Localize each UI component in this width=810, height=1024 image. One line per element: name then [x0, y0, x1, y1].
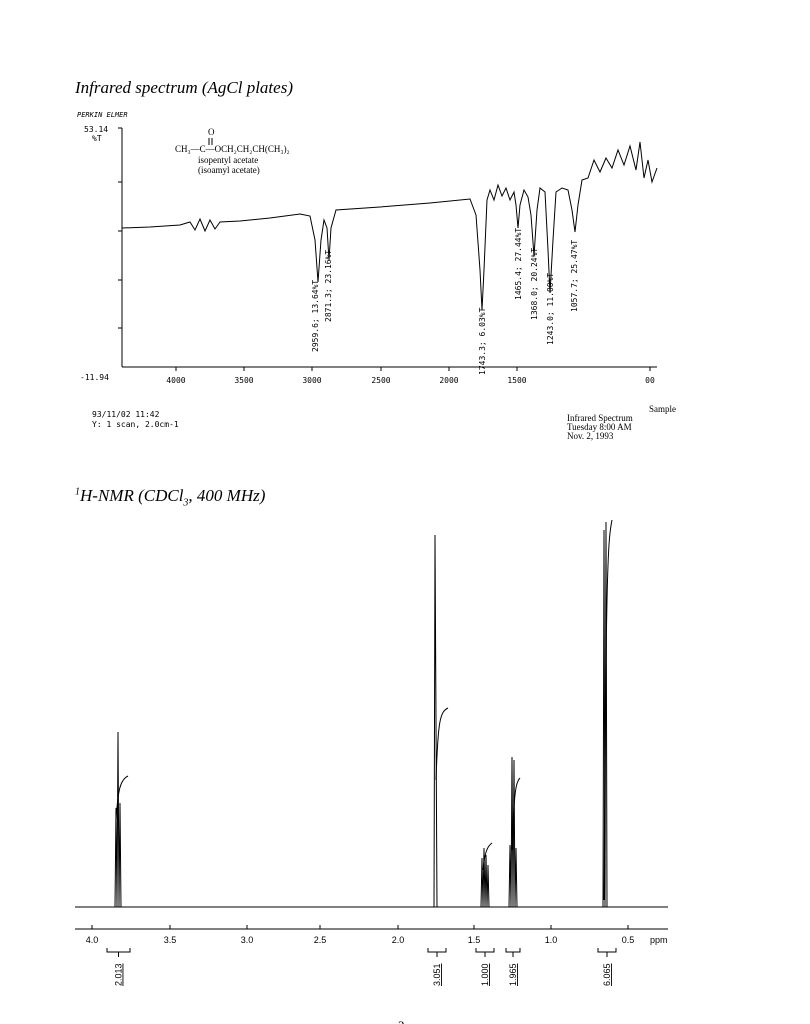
ir-trace	[121, 141, 658, 311]
ir-title: Infrared spectrum (AgCl plates)	[75, 78, 293, 97]
nmr-x-tick-label: 2.0	[392, 935, 405, 945]
peak-label: 1368.0; 20.24%T	[530, 248, 539, 320]
ir-x-tick-label: 1500	[507, 376, 526, 385]
peak-label: 1057.7; 25.47%T	[570, 240, 579, 312]
footer-right: Sample	[649, 404, 676, 414]
nmr-x-tick-label: 1.5	[468, 935, 481, 945]
footer-date: 93/11/02 11:42	[92, 410, 160, 419]
integral-bracket	[597, 948, 617, 957]
peak-label: 1743.3; 6.03%T	[478, 307, 487, 375]
integral-label: 6.065	[602, 963, 612, 986]
ir-x-tick-label: 2000	[439, 376, 458, 385]
ir-x-tick-label: 4000	[166, 376, 185, 385]
nmr-x-tick-label: 0.5	[622, 935, 635, 945]
nmr-x-tick-label: 4.0	[86, 935, 99, 945]
y-bottom: -11.94	[80, 373, 109, 382]
brand: PERKIN ELMER	[77, 111, 128, 119]
ir-x-tick-label: 3000	[302, 376, 321, 385]
y-unit: %T	[92, 134, 102, 143]
peak-label: 1243.0; 11.00%T	[546, 273, 555, 345]
nmr-title-rest: , 400 MHz)	[188, 486, 266, 505]
nmr-x-tick-label: 3.0	[241, 935, 254, 945]
nmr-title-sup: 1	[75, 486, 80, 498]
nmr-x-tick-label: 1.0	[545, 935, 558, 945]
nmr-x-tick-label: 3.5	[164, 935, 177, 945]
footer-scan: Y: 1 scan, 2.0cm-1	[92, 420, 179, 429]
nmr-x-tick-label: 2.5	[314, 935, 327, 945]
integral-label: 2.013	[114, 963, 124, 986]
ir-x-tick-label: 2500	[371, 376, 390, 385]
compound-alt-name: (isoamyl acetate)	[198, 165, 260, 175]
integral-label: 3.051	[432, 963, 442, 986]
peak-label: 2871.3; 23.16%T	[324, 250, 333, 322]
ir-axes	[118, 127, 657, 371]
page-number: 3	[398, 1018, 405, 1024]
peak-label: 1465.4; 27.44%T	[514, 228, 523, 300]
nmr-title-sub: 3	[183, 497, 189, 509]
integral-bracket	[427, 948, 447, 957]
nmr-x-unit: ppm	[650, 935, 668, 945]
structure: O CH₃—C—OCH₂CH₂CH(CH₃)₂ isopentyl acetat…	[175, 127, 290, 175]
carbonyl-o: O	[208, 127, 215, 137]
nmr-peaks	[114, 519, 613, 908]
integral-label: 1.000	[480, 963, 490, 986]
peak-label: 2959.6; 13.64%T	[311, 280, 320, 352]
footer-right: Tuesday 8:00 AM	[567, 422, 632, 432]
formula: CH₃—C—OCH₂CH₂CH(CH₃)₂	[175, 144, 290, 154]
footer-right: Infrared Spectrum	[567, 413, 633, 423]
ir-x-tick-label: 3500	[234, 376, 253, 385]
integral-bracket	[505, 948, 521, 957]
integral-bracket	[475, 948, 495, 957]
ir-x-tick-label: 00	[645, 376, 655, 385]
nmr-title: 1H-NMR (CDCl3, 400 MHz)	[75, 486, 265, 508]
integral-bracket	[106, 948, 131, 957]
footer-right: Nov. 2, 1993	[567, 431, 614, 441]
compound-name: isopentyl acetate	[198, 155, 258, 165]
y-top: 53.14	[84, 125, 108, 134]
integral-label: 1.965	[508, 963, 518, 986]
nmr-title-main: H-NMR (CDCl	[80, 486, 184, 505]
